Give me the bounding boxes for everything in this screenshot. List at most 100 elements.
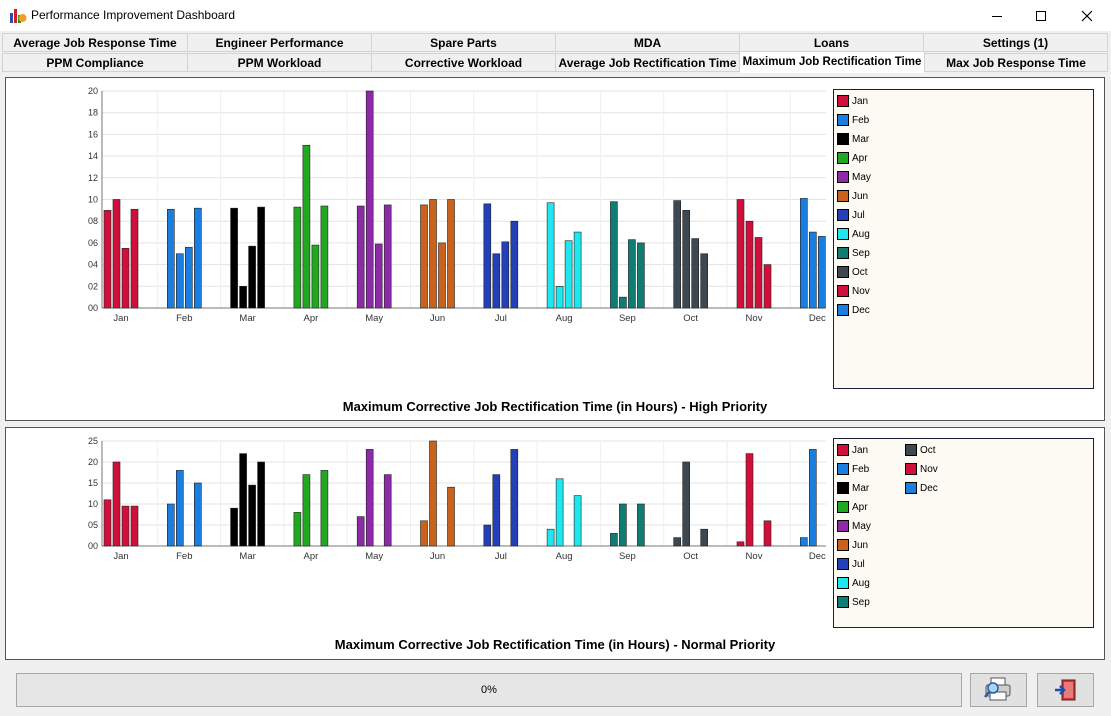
tab-ppm-compliance[interactable]: PPM Compliance xyxy=(2,53,188,72)
legend-swatch xyxy=(837,171,849,183)
legend-label: Apr xyxy=(852,501,868,513)
app-chart-icon xyxy=(10,9,27,23)
bar-mar xyxy=(239,286,247,309)
print-preview-button[interactable] xyxy=(970,673,1027,707)
bar-jan xyxy=(103,210,112,309)
x-tick-label: Aug xyxy=(556,313,573,324)
legend-item-sep: Sep xyxy=(837,246,870,260)
bar-feb xyxy=(176,253,184,309)
bar-aug xyxy=(564,240,573,309)
tab-ppm-workload[interactable]: PPM Workload xyxy=(187,53,372,72)
tab-engineer-performance[interactable]: Engineer Performance xyxy=(187,33,372,52)
tab-spare-parts[interactable]: Spare Parts xyxy=(371,33,556,52)
y-tick-label: 12 xyxy=(88,173,98,183)
x-tick-label: Aug xyxy=(556,551,573,562)
bar-sep xyxy=(619,503,627,547)
legend-swatch xyxy=(837,190,849,202)
legend-swatch xyxy=(837,463,849,475)
legend-swatch xyxy=(837,95,849,107)
tab-loans[interactable]: Loans xyxy=(739,33,924,52)
bar-may xyxy=(365,449,374,547)
bar-dec xyxy=(799,537,808,547)
x-tick-label: Nov xyxy=(746,551,763,562)
tab-corrective-workload[interactable]: Corrective Workload xyxy=(371,53,556,72)
minimize-icon xyxy=(992,15,1002,17)
x-tick-label: Dec xyxy=(809,551,826,562)
x-tick-label: Feb xyxy=(176,551,192,562)
bar-jan xyxy=(121,248,130,309)
legend-item-dec: Dec xyxy=(905,481,938,495)
normal-priority-chart-panel: 00 05 10 15 20 25 Jan Feb Mar Apr May Jun Jul Aug Sep O… xyxy=(5,427,1105,660)
x-tick-label: Jun xyxy=(430,313,445,324)
tab-average-job-rectification-time[interactable]: Average Job Rectification Time xyxy=(555,53,740,72)
legend-swatch xyxy=(905,463,917,475)
bar-oct xyxy=(691,238,700,309)
tab-settings[interactable]: Settings (1) xyxy=(923,33,1108,52)
bar-nov xyxy=(736,199,745,309)
bar-apr xyxy=(320,470,329,547)
tab-average-job-response-time[interactable]: Average Job Response Time xyxy=(2,33,188,52)
exit-button[interactable] xyxy=(1037,673,1094,707)
bar-aug xyxy=(546,202,555,309)
bar-dec xyxy=(808,449,817,547)
y-tick-label: 05 xyxy=(88,520,98,530)
bar-nov xyxy=(745,453,754,547)
legend-label: Mar xyxy=(852,133,870,145)
bar-mar xyxy=(230,507,238,547)
bar-feb xyxy=(194,482,202,547)
bar-sep xyxy=(610,201,618,309)
close-icon xyxy=(1081,10,1093,21)
bar-jun xyxy=(429,440,437,547)
y-tick-label: 18 xyxy=(88,108,98,118)
tab-mda[interactable]: MDA xyxy=(555,33,740,52)
bar-apr xyxy=(302,144,311,309)
x-tick-label: Sep xyxy=(619,313,636,324)
legend-item-aug: Aug xyxy=(837,227,870,241)
bar-sep xyxy=(628,239,636,309)
x-tick-label: Feb xyxy=(176,313,192,324)
y-tick-label: 08 xyxy=(88,216,98,226)
bar-jul xyxy=(510,449,519,547)
legend-swatch xyxy=(837,558,849,570)
bar-jul xyxy=(501,241,510,309)
legend-label: May xyxy=(852,520,871,532)
x-tick-label: Jul xyxy=(495,551,507,562)
y-tick-label: 10 xyxy=(88,195,98,205)
legend-label: Dec xyxy=(920,482,938,494)
legend-swatch xyxy=(905,482,917,494)
legend-item-mar: Mar xyxy=(837,481,869,495)
bar-nov xyxy=(745,220,754,309)
legend-label: Jun xyxy=(852,539,869,551)
legend-item-jan: Jan xyxy=(837,443,868,457)
x-tick-label: Jan xyxy=(113,551,128,562)
bar-may xyxy=(356,205,365,309)
legend-label: Sep xyxy=(852,247,870,259)
bar-mar xyxy=(239,453,247,547)
bar-sep xyxy=(619,296,627,309)
bar-sep xyxy=(610,533,618,547)
normal-priority-bar-chart: 00 05 10 15 20 25 Jan Feb Mar Apr May Jun Jul Aug Sep O… xyxy=(88,436,826,562)
minimize-button[interactable] xyxy=(974,0,1020,31)
legend-swatch xyxy=(837,228,849,240)
legend-swatch xyxy=(837,539,849,551)
close-button[interactable] xyxy=(1064,0,1110,31)
legend-item-feb: Feb xyxy=(837,113,869,127)
bar-sep xyxy=(637,503,645,547)
legend-label: Sep xyxy=(852,596,870,608)
legend-swatch xyxy=(837,577,849,589)
x-tick-label: Jan xyxy=(113,313,128,324)
tab-max-job-response-time[interactable]: Max Job Response Time xyxy=(924,53,1108,72)
x-tick-label: Mar xyxy=(239,551,255,562)
tab-maximum-job-rectification-time[interactable]: Maximum Job Rectification Time xyxy=(739,51,925,73)
legend-item-dec: Dec xyxy=(837,303,870,317)
maximize-button[interactable] xyxy=(1018,0,1064,31)
legend-swatch xyxy=(837,520,849,532)
bar-oct xyxy=(682,210,691,309)
legend-label: Oct xyxy=(852,266,868,278)
bar-nov xyxy=(736,541,745,547)
bar-jun xyxy=(447,199,455,309)
normal-priority-legend: Jan Feb Mar Apr May Jun Jul Aug Sep Oct Nov Dec xyxy=(833,438,1094,628)
bar-apr xyxy=(293,206,302,309)
bar-jul xyxy=(492,474,501,547)
bar-feb xyxy=(185,246,193,309)
